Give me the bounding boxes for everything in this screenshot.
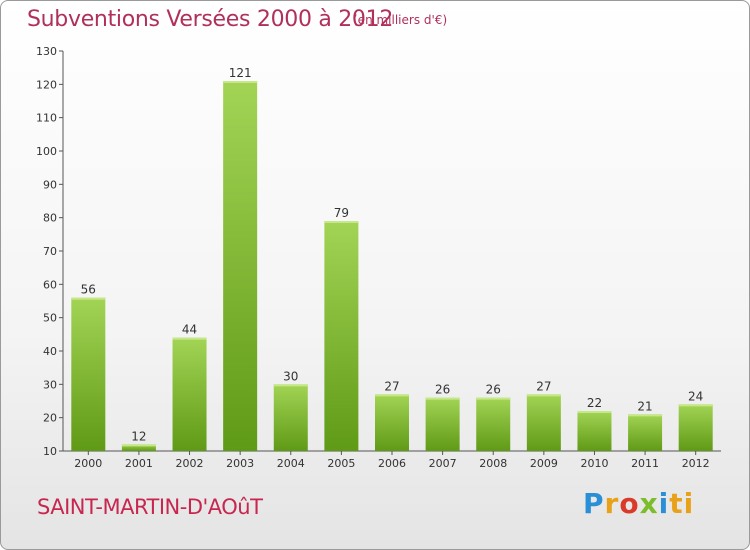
bar-2003 [223,81,258,451]
x-tick-label: 2002 [176,457,204,470]
axes: 10 20 30 40 50 60 70 80 90 100 110 120 130 2000 2001 20… [36,45,721,470]
data-label: 26 [486,383,501,397]
bar-highlight [273,384,308,387]
data-label: 21 [637,399,652,413]
logo-letter: o [619,487,640,520]
bar-2009 [526,394,561,451]
bar-2005 [324,221,359,451]
bar-highlight [526,394,561,397]
x-tick-label: 2005 [327,457,355,470]
y-tick-label: 10 [43,445,57,458]
data-label: 12 [131,429,146,443]
bar-highlight [476,397,511,400]
x-tick-label: 2000 [74,457,102,470]
y-tick-label: 40 [43,345,57,358]
y-tick-label: 70 [43,245,57,258]
y-tick-label: 80 [43,212,57,225]
logo-letter: x [639,487,659,520]
bar-2002 [172,337,207,451]
data-label: 56 [81,283,96,297]
bar-2008 [476,397,511,451]
data-label: 27 [384,379,399,393]
x-tick-label: 2004 [277,457,305,470]
logo-letter: P [583,487,605,520]
bars-group: 56 12 44 121 30 79 27 26 26 27 22 21 24 [71,66,713,451]
x-tick-label: 2009 [530,457,558,470]
bar-2006 [375,394,409,451]
x-tick-label: 2011 [631,457,659,470]
x-tick-label: 2010 [580,457,608,470]
bar-highlight [678,404,713,407]
y-tick-label: 120 [36,78,57,91]
chart-subtitle: (en milliers d'€) [353,13,448,27]
data-label: 27 [536,379,551,393]
bar-highlight [71,297,106,300]
x-tick-label: 2003 [226,457,254,470]
data-label: 26 [435,383,450,397]
bar-2011 [628,414,663,451]
place-name: SAINT-MARTIN-D'AOûT [37,495,263,519]
logo-letter: r [604,487,620,520]
bar-highlight [375,394,409,397]
bar-highlight [172,337,207,340]
logo-letter: ti [669,487,695,520]
bar-2007 [425,397,460,451]
y-tick-label: 130 [36,45,57,58]
y-tick-label: 50 [43,312,57,325]
data-label: 79 [334,206,349,220]
y-tick-label: 20 [43,412,57,425]
y-tick-label: 30 [43,378,57,391]
bar-highlight [324,221,359,223]
data-label: 24 [688,389,703,403]
bar-2012 [678,404,713,451]
bar-2010 [577,411,612,451]
data-label: 30 [283,369,298,383]
data-label: 22 [587,396,602,410]
y-tick-label: 110 [36,112,57,125]
bar-highlight [121,444,156,447]
bar-2000 [71,297,106,451]
logo-letter: i [658,487,670,520]
bar-highlight [425,397,460,400]
y-tick-label: 60 [43,278,57,291]
data-label: 44 [182,323,197,337]
bar-2001 [121,444,156,451]
chart-title: Subventions Versées 2000 à 2012 [27,7,394,32]
bar-highlight [577,411,612,413]
bar-highlight [628,414,663,417]
x-tick-label: 2006 [378,457,406,470]
x-tick-label: 2007 [429,457,457,470]
bar-2004 [273,384,308,451]
bar-highlight [223,81,258,83]
data-label: 121 [229,66,252,80]
x-tick-label: 2008 [479,457,507,470]
proxiti-logo[interactable]: Proxiti [583,487,694,520]
x-tick-label: 2012 [682,457,710,470]
y-tick-label: 90 [43,178,57,191]
y-tick-label: 100 [36,145,57,158]
x-tick-label: 2001 [125,457,153,470]
